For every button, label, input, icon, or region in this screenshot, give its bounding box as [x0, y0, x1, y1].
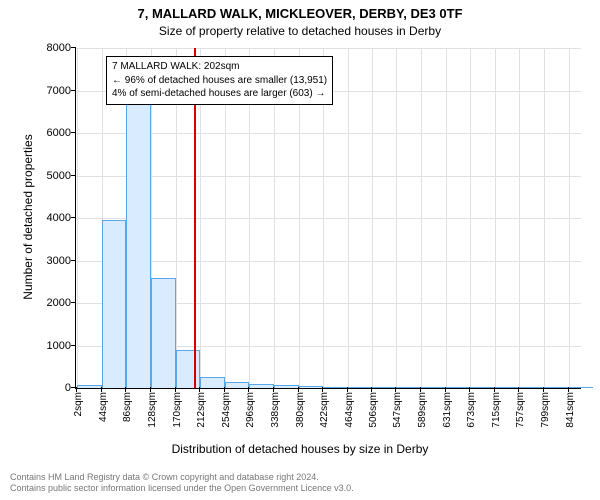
- x-tick-label: 715sqm: [491, 392, 502, 428]
- histogram-bar: [200, 377, 225, 388]
- info-box-line: ← 96% of detached houses are smaller (13…: [112, 74, 327, 88]
- histogram-bar: [176, 350, 201, 388]
- grid-line-v: [470, 48, 471, 388]
- y-tick-label: 5000: [2, 170, 71, 182]
- x-axis: 2sqm 44sqm 86sqm 128sqm 170sqm 212sqm 254sqm 29…: [75, 388, 580, 448]
- info-box-line: 7 MALLARD WALK: 202sqm: [112, 60, 327, 74]
- x-tick-label: 170sqm: [172, 392, 183, 428]
- footer-attribution: Contains HM Land Registry data © Crown c…: [10, 472, 354, 495]
- x-tick-label: 547sqm: [392, 392, 403, 428]
- grid-line-v: [446, 48, 447, 388]
- x-tick-label: 757sqm: [515, 392, 526, 428]
- x-tick-label: 338sqm: [270, 392, 281, 428]
- x-tick-label: 422sqm: [319, 392, 330, 428]
- footer-line1: Contains HM Land Registry data © Crown c…: [10, 472, 354, 483]
- grid-line-v: [569, 48, 570, 388]
- x-tick-label: 2sqm: [73, 392, 84, 416]
- y-tick-label: 0: [2, 382, 71, 394]
- info-box-line: 4% of semi-detached houses are larger (6…: [112, 87, 327, 101]
- x-axis-label: Distribution of detached houses by size …: [0, 442, 600, 456]
- x-tick-label: 799sqm: [540, 392, 551, 428]
- x-tick-label: 841sqm: [565, 392, 576, 428]
- info-box: 7 MALLARD WALK: 202sqm← 96% of detached …: [106, 56, 333, 105]
- x-tick-label: 464sqm: [344, 392, 355, 428]
- x-tick-label: 673sqm: [466, 392, 477, 428]
- x-tick-label: 506sqm: [368, 392, 379, 428]
- x-tick-label: 44sqm: [98, 392, 109, 422]
- chart-subtitle: Size of property relative to detached ho…: [0, 24, 600, 38]
- x-tick-label: 589sqm: [417, 392, 428, 428]
- y-tick-label: 4000: [2, 212, 71, 224]
- x-tick-label: 254sqm: [221, 392, 232, 428]
- chart-container: 7, MALLARD WALK, MICKLEOVER, DERBY, DE3 …: [0, 0, 600, 500]
- grid-line-v: [396, 48, 397, 388]
- grid-line-v: [495, 48, 496, 388]
- histogram-bar: [126, 103, 151, 388]
- x-tick-label: 380sqm: [295, 392, 306, 428]
- y-tick-label: 3000: [2, 255, 71, 267]
- x-tick-label: 212sqm: [196, 392, 207, 428]
- grid-line-v: [348, 48, 349, 388]
- y-tick-label: 1000: [2, 340, 71, 352]
- chart-title-address: 7, MALLARD WALK, MICKLEOVER, DERBY, DE3 …: [0, 6, 600, 21]
- grid-line-v: [519, 48, 520, 388]
- histogram-bar: [102, 220, 127, 388]
- x-tick-label: 86sqm: [122, 392, 133, 422]
- grid-line-v: [77, 48, 78, 388]
- footer-line2: Contains public sector information licen…: [10, 483, 354, 494]
- y-tick-label: 6000: [2, 127, 71, 139]
- x-tick-label: 296sqm: [245, 392, 256, 428]
- y-axis: 010002000300040005000600070008000: [0, 48, 75, 388]
- grid-line-v: [544, 48, 545, 388]
- histogram-bar: [151, 278, 176, 389]
- y-tick-label: 2000: [2, 297, 71, 309]
- x-tick-label: 631sqm: [442, 392, 453, 428]
- x-tick-label: 128sqm: [147, 392, 158, 428]
- y-tick-label: 7000: [2, 85, 71, 97]
- plot-area: 7 MALLARD WALK: 202sqm← 96% of detached …: [75, 48, 581, 389]
- y-tick-label: 8000: [2, 42, 71, 54]
- grid-line-v: [372, 48, 373, 388]
- grid-line-v: [421, 48, 422, 388]
